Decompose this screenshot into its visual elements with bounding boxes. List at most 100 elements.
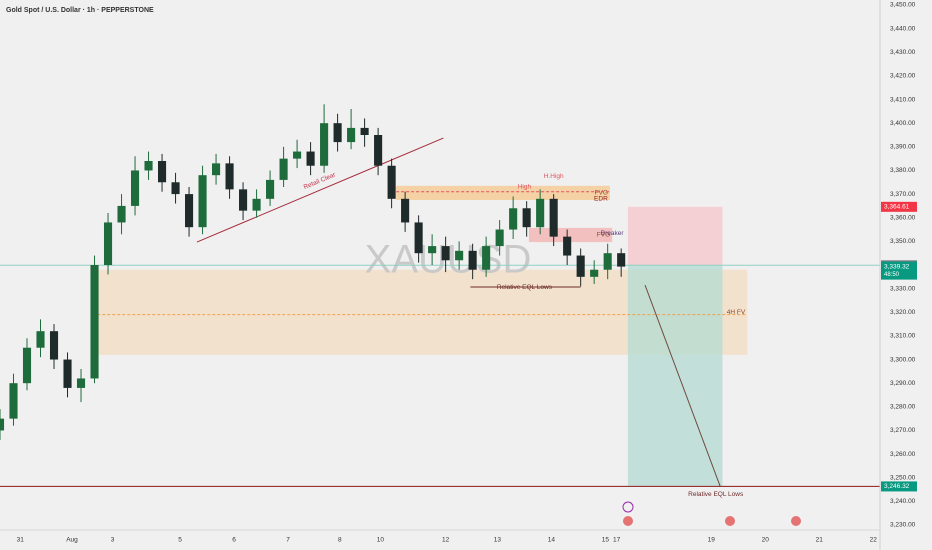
x-tick-label: Aug [66, 537, 78, 544]
x-tick-label: 7 [286, 537, 290, 544]
price-tag-label: 3,246.32 [884, 483, 910, 490]
y-tick-label: 3,320.00 [890, 309, 916, 316]
candle-body [563, 236, 572, 256]
candle-body [387, 165, 396, 199]
y-tick-label: 3,360.00 [890, 214, 916, 221]
x-tick-label: 17 [613, 537, 621, 544]
x-tick-label: 10 [377, 537, 385, 544]
x-tick-label: 22 [870, 537, 878, 544]
price-tag-label: 3,339.32 [884, 263, 910, 270]
candle-body [306, 151, 315, 166]
x-tick-label: 20 [762, 537, 770, 544]
candle-body [185, 194, 194, 228]
candle-body [279, 158, 288, 180]
candle-body [252, 198, 261, 211]
candle-body [576, 255, 585, 277]
y-tick-label: 3,270.00 [890, 427, 916, 434]
drawing-line [644, 284, 721, 487]
y-tick-label: 3,230.00 [890, 522, 916, 529]
candle-body [144, 161, 153, 171]
price-tag-countdown: 48:50 [884, 272, 900, 278]
event-icons [622, 501, 801, 526]
event-icon [791, 516, 801, 526]
candle-body [468, 250, 477, 270]
annotation: EDR [594, 196, 608, 203]
candle-body [212, 163, 221, 176]
price-tag [881, 261, 917, 280]
candle-body [225, 163, 234, 190]
x-tick-label: 19 [708, 537, 716, 544]
annotation: H.High [544, 173, 564, 180]
candle-body [22, 347, 32, 384]
candle-body [360, 127, 369, 135]
annotation: Breaker [601, 230, 625, 237]
price-tag-label: 3,364.61 [884, 204, 910, 211]
x-tick-label: 12 [442, 537, 450, 544]
candle-body [482, 246, 491, 270]
candle-body [590, 269, 599, 277]
y-tick-label: 3,400.00 [890, 120, 916, 127]
candle-body [0, 418, 5, 431]
candle-body [157, 161, 167, 183]
x-tick-label: 21 [816, 537, 824, 544]
y-tick-label: 3,350.00 [890, 238, 916, 245]
x-tick-label: 13 [494, 537, 502, 544]
x-tick-label: 31 [17, 537, 25, 544]
candle-body [441, 246, 450, 261]
chart-title: Gold Spot / U.S. Dollar · 1h · PEPPERSTO… [6, 7, 154, 14]
candle-body [117, 205, 126, 223]
candle-body [414, 222, 423, 254]
candle-body [320, 123, 329, 166]
candle-body [522, 208, 531, 228]
zone-label: FVG [595, 190, 608, 197]
event-icon [623, 516, 633, 526]
annotation: High [518, 184, 532, 191]
candle-body [428, 246, 437, 254]
candle-body [198, 175, 207, 228]
candle-body [401, 198, 410, 223]
y-tick-label: 3,370.00 [890, 191, 916, 198]
x-tick-label: 3 [111, 537, 115, 544]
y-tick-label: 3,430.00 [890, 49, 916, 56]
y-tick-label: 3,280.00 [890, 404, 916, 411]
x-tick-label: 14 [548, 537, 556, 544]
y-tick-label: 3,450.00 [890, 2, 916, 9]
y-tick-label: 3,240.00 [890, 498, 916, 505]
candle-body [347, 127, 356, 143]
y-tick-label: 3,260.00 [890, 451, 916, 458]
y-tick-label: 3,330.00 [890, 285, 916, 292]
candle-body [333, 123, 342, 143]
y-tick-label: 3,300.00 [890, 356, 916, 363]
annotation: Relative EQL Lows [497, 284, 553, 291]
candle-body [617, 253, 626, 267]
annotation: Relative EQL Lows [688, 491, 744, 498]
zone [396, 185, 610, 200]
candle-body [509, 208, 518, 230]
candle-body [603, 253, 612, 270]
x-tick-label: 15 [602, 537, 610, 544]
candle-body [293, 151, 302, 159]
price-tag [881, 481, 917, 492]
candle-body [266, 179, 275, 199]
candle-body [9, 383, 18, 419]
y-tick-label: 3,390.00 [890, 144, 916, 151]
candle-body [90, 265, 99, 379]
y-tick-label: 3,290.00 [890, 380, 916, 387]
y-tick-label: 3,420.00 [890, 73, 916, 80]
x-tick-label: 8 [338, 537, 342, 544]
candle-body [36, 331, 45, 348]
y-tick-label: 3,440.00 [890, 25, 916, 32]
zone-label: 4H FV [727, 309, 746, 316]
y-tick-label: 3,410.00 [890, 96, 916, 103]
drawing-line [196, 137, 444, 243]
x-tick-label: 5 [178, 537, 182, 544]
plot: Retail Clear HighH.HighEDRBreakerRelative… [0, 104, 880, 498]
candle-body [495, 229, 504, 247]
y-tick-label: 3,250.00 [890, 474, 916, 481]
candle-body [549, 198, 558, 237]
candle-body [76, 378, 86, 388]
event-icon [725, 516, 735, 526]
price-tag [881, 201, 917, 212]
candle-body [374, 135, 383, 166]
